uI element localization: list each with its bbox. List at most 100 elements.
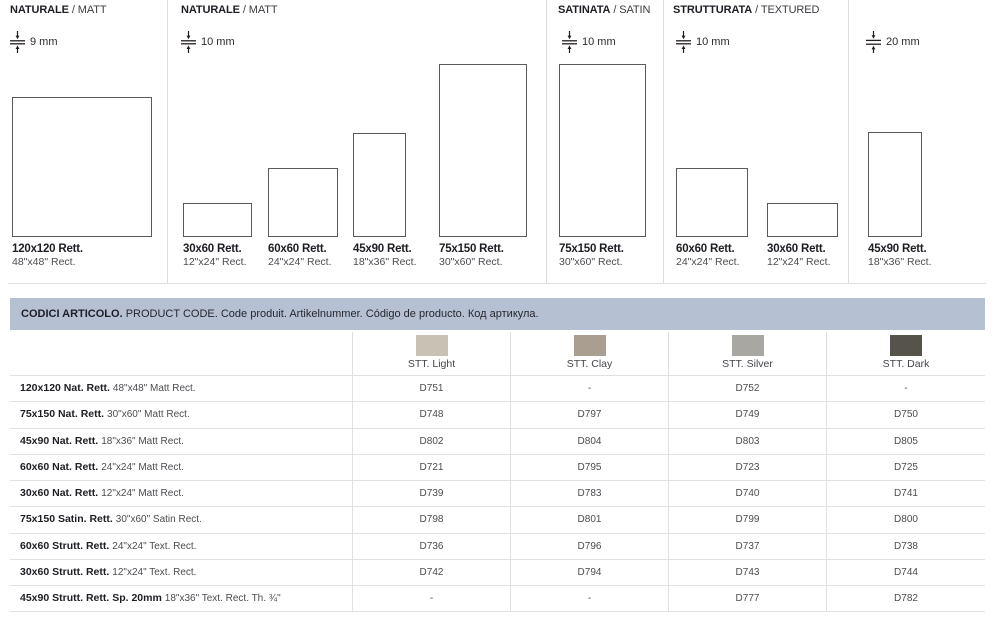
product-code: D738 (826, 533, 985, 560)
tile-label: 60x60 Rett. 24"x24" Rect. (268, 243, 332, 268)
tile-outline-30x60 (767, 203, 838, 237)
finish-header-satinata: SATINATA / SATIN (558, 4, 650, 16)
table-row: 45x90 Strutt. Rett. Sp. 20mm 18"x36" Text… (10, 585, 985, 612)
finish-name: NATURALE (181, 4, 240, 16)
product-code: D804 (510, 428, 668, 454)
thickness-value: 9 mm (30, 36, 58, 48)
tile-label: 45x90 Rett. 18"x36" Rect. (353, 243, 417, 268)
row-label: 120x120 Nat. Rett. 48"x48" Matt Rect. (20, 382, 196, 394)
table-row: 75x150 Nat. Rett. 30"x60" Matt Rect. D748… (10, 401, 985, 428)
thickness-spec: 10 mm (562, 30, 616, 54)
column-divider (167, 0, 168, 284)
tile-outline-60x60 (676, 168, 748, 237)
product-code-band: CODICI ARTICOLO. PRODUCT CODE. Code prod… (10, 298, 985, 330)
product-code: - (510, 586, 668, 611)
finish-header-strutturata: STRUTTURATA / TEXTURED (673, 4, 819, 16)
finish-translation: / TEXTURED (755, 4, 820, 16)
thickness-spec: 10 mm (676, 30, 730, 54)
column-label: STT. Silver (722, 358, 773, 370)
finish-name: STRUTTURATA (673, 4, 753, 16)
color-swatch-light (415, 335, 448, 356)
table-row: 120x120 Nat. Rett. 48"x48" Matt Rect. D75… (10, 375, 985, 402)
thickness-value: 10 mm (201, 36, 235, 48)
product-codes-table: STT. Light STT. Clay STT. Silver STT. Da… (10, 332, 985, 612)
product-code: D777 (668, 586, 826, 611)
row-label: 75x150 Satin. Rett. 30"x60" Satin Rect. (20, 513, 202, 526)
color-swatch-silver (731, 335, 764, 356)
column-header-stt-light: STT. Light (352, 332, 510, 375)
thickness-icon (676, 31, 691, 53)
product-code: D751 (352, 376, 510, 402)
thickness-value: 10 mm (696, 36, 730, 48)
product-code: D798 (352, 507, 510, 533)
product-code: D739 (352, 481, 510, 507)
row-label: 30x60 Nat. Rett. 12"x24" Matt Rect. (20, 487, 184, 500)
tile-outline-75x150 (439, 64, 527, 237)
thickness-icon (562, 31, 577, 53)
thickness-spec: 20 mm (866, 30, 920, 54)
product-code: D799 (668, 507, 826, 533)
product-code: D803 (668, 428, 826, 454)
product-code: D737 (668, 533, 826, 560)
product-code: D782 (826, 586, 985, 611)
product-code: D742 (352, 560, 510, 586)
row-label: 60x60 Nat. Rett. 24"x24" Matt Rect. (20, 460, 184, 473)
finish-translation: / MATT (242, 4, 278, 16)
column-header-stt-clay: STT. Clay (510, 332, 668, 375)
finish-header-naturale-10: NATURALE / MATT (181, 4, 278, 16)
table-row: 75x150 Satin. Rett. 30"x60" Satin Rect. D… (10, 506, 985, 533)
thickness-value: 10 mm (582, 36, 616, 48)
product-code: D752 (668, 376, 826, 402)
row-label: 60x60 Strutt. Rett. 24"x24" Text. Rect. (20, 539, 197, 552)
table-header-row: STT. Light STT. Clay STT. Silver STT. Da… (10, 332, 985, 375)
product-code: D736 (352, 533, 510, 560)
tile-label: 60x60 Rett. 24"x24" Rect. (676, 243, 740, 268)
product-code: D750 (826, 402, 985, 428)
row-label: 45x90 Strutt. Rett. Sp. 20mm 18"x36" Text… (20, 592, 281, 605)
product-code: D801 (510, 507, 668, 533)
table-row: 60x60 Strutt. Rett. 24"x24" Text. Rect. D… (10, 532, 985, 560)
product-code: D740 (668, 481, 826, 507)
thickness-icon (181, 31, 196, 53)
product-code: D795 (510, 454, 668, 481)
product-code: D721 (352, 454, 510, 481)
tile-outline-60x60 (268, 168, 338, 237)
product-code: D796 (510, 533, 668, 560)
product-code: D802 (352, 428, 510, 454)
panel-bottom-rule (8, 283, 986, 284)
column-divider (663, 0, 664, 284)
band-translations: PRODUCT CODE. Code produit. Artikelnumme… (122, 308, 539, 320)
column-label: STT. Clay (566, 358, 613, 370)
tile-label: 45x90 Rett. 18"x36" Rect. (868, 243, 932, 268)
tile-label: 120x120 Rett. 48"x48" Rect. (12, 243, 83, 268)
column-divider (546, 0, 547, 284)
product-code: D797 (510, 402, 668, 428)
product-code: D744 (826, 560, 985, 586)
header-spacer (10, 332, 352, 375)
product-code: - (826, 376, 985, 402)
tile-outline-45x90 (353, 133, 406, 237)
product-code: D748 (352, 402, 510, 428)
column-label: STT. Light (407, 358, 456, 370)
product-code: D725 (826, 454, 985, 481)
color-swatch-dark (890, 335, 922, 356)
formats-panel: NATURALE / MATT 9 mm 120x120 Rett. 48"x48… (0, 0, 994, 298)
thickness-spec: 9 mm (10, 30, 58, 54)
table-row: 30x60 Nat. Rett. 12"x24" Matt Rect. D739 … (10, 480, 985, 507)
column-label: STT. Dark (882, 358, 930, 370)
finish-name: SATINATA (558, 4, 611, 16)
row-label: 30x60 Strutt. Rett. 12"x24" Text. Rect. (20, 566, 197, 579)
column-header-stt-silver: STT. Silver (668, 332, 826, 375)
product-code: D749 (668, 402, 826, 428)
tile-outline-120x120 (12, 97, 152, 237)
product-code: D794 (510, 560, 668, 586)
tile-label: 75x150 Rett. 30"x60" Rect. (439, 243, 504, 268)
product-code: D783 (510, 481, 668, 507)
tile-label: 30x60 Rett. 12"x24" Rect. (183, 243, 247, 268)
finish-header-naturale-9: NATURALE / MATT (10, 4, 107, 16)
product-code: D800 (826, 507, 985, 533)
product-code: D805 (826, 428, 985, 454)
product-code: D723 (668, 454, 826, 481)
thickness-icon (10, 31, 25, 53)
product-code: D743 (668, 560, 826, 586)
